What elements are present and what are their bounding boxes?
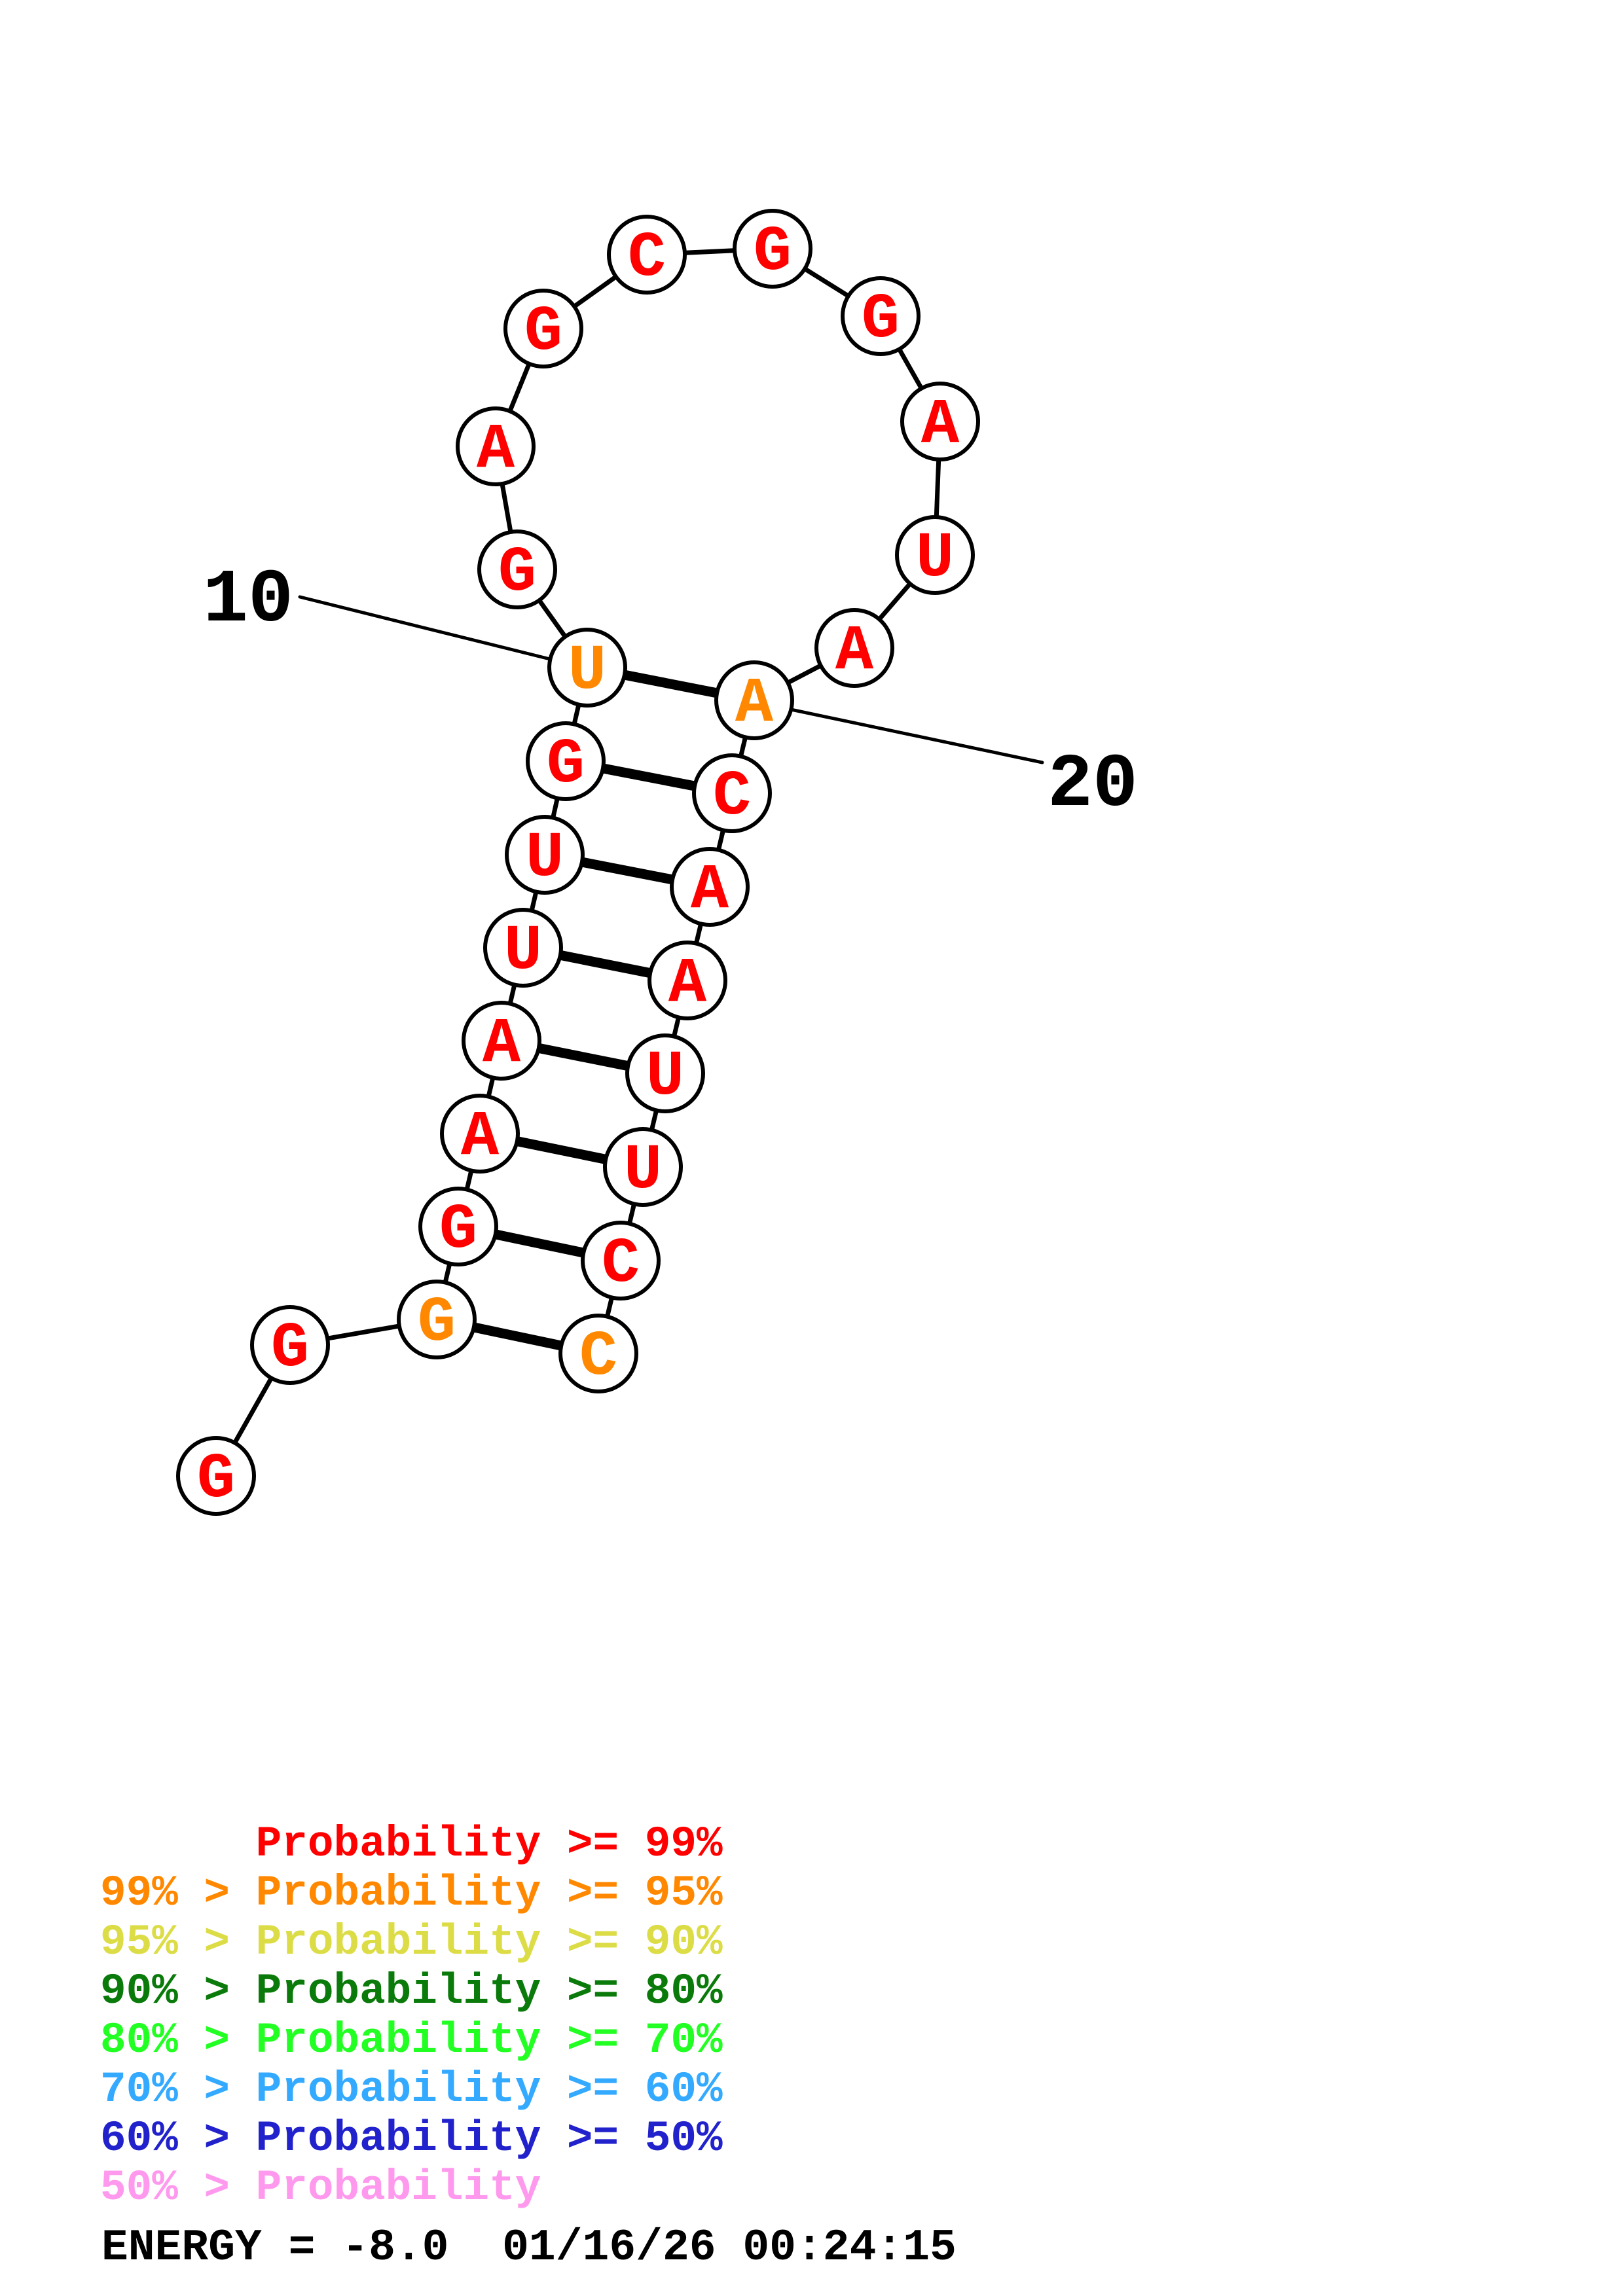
nucleotide-circle xyxy=(418,1187,498,1266)
nucleotide-circle xyxy=(526,721,606,801)
nucleotide-letter-A: A xyxy=(461,1102,500,1174)
energy-timestamp-line: ENERGY = -8.0 01/16/26 00:24:15 xyxy=(101,2223,957,2273)
nucleotide-letter-A: A xyxy=(483,1009,521,1081)
nucleotide-circle xyxy=(625,1033,705,1113)
nucleotide-circle xyxy=(841,276,921,356)
nucleotide-circle xyxy=(558,1314,638,1393)
nucleotide-circle xyxy=(250,1305,330,1385)
nucleotide-letter-C: C xyxy=(628,223,666,295)
nucleotide-circle xyxy=(397,1280,477,1359)
nucleotide-letter-U: U xyxy=(504,916,542,988)
nucleotide-circle xyxy=(547,628,627,708)
nucleotide-letter-G: G xyxy=(524,296,562,368)
nucleotide-letter-G: G xyxy=(754,217,792,289)
nucleotide-letter-U: U xyxy=(916,523,954,595)
nucleotide-letter-G: G xyxy=(439,1194,477,1266)
position-label-20: 20 xyxy=(1048,742,1138,828)
nucleotide-letter-G: G xyxy=(547,729,585,801)
nucleotide-circle xyxy=(733,209,812,289)
legend-row-95: 99% > Probability >= 95% xyxy=(100,1869,723,1918)
legend-row-80: 90% > Probability >= 80% xyxy=(100,1967,723,2016)
nucleotide-letter-A: A xyxy=(668,948,707,1020)
nucleotide-letter-A: A xyxy=(735,668,774,740)
position-label-10: 10 xyxy=(203,558,293,643)
nucleotide-letter-G: G xyxy=(862,284,900,356)
nucleotide-letter-A: A xyxy=(835,616,874,688)
nucleotide-letter-U: U xyxy=(646,1041,684,1113)
nucleotide-letter-U: U xyxy=(526,823,564,895)
legend-row-70: 80% > Probability >= 70% xyxy=(100,2016,723,2065)
nucleotide-letter-G: G xyxy=(498,537,536,609)
nucleotide-letter-C: C xyxy=(602,1229,640,1300)
nucleotide-letter-A: A xyxy=(691,855,729,927)
nucleotide-circle xyxy=(503,289,583,368)
label-10-leader-line xyxy=(298,595,552,661)
nucleotide-circle xyxy=(670,847,750,927)
nucleotide-circle xyxy=(462,1001,541,1081)
nucleotide-circle xyxy=(477,529,557,609)
label-20-leader-line xyxy=(789,708,1044,764)
nucleotide-circle xyxy=(692,753,772,833)
nucleotide-letter-A: A xyxy=(477,414,515,486)
nucleotide-letter-C: C xyxy=(713,761,751,833)
nucleotide-circle xyxy=(505,815,585,895)
nucleotide-letter-U: U xyxy=(624,1135,662,1207)
nucleotide-circle xyxy=(176,1436,256,1516)
nucleotide-circle xyxy=(895,515,975,595)
nucleotide-circle xyxy=(607,215,687,295)
nucleotide-letter-C: C xyxy=(579,1321,617,1393)
legend-row-90: 95% > Probability >= 90% xyxy=(100,1918,723,1967)
nucleotide-circle xyxy=(483,908,563,988)
nucleotide-circle xyxy=(814,608,894,688)
probability-legend: Probability >= 99% 99% > Probability >= … xyxy=(100,1820,723,2212)
nucleotide-letter-G: G xyxy=(197,1444,235,1516)
legend-row-60: 70% > Probability >= 60% xyxy=(100,2065,723,2114)
nucleotide-letter-G: G xyxy=(418,1287,456,1359)
legend-row-50: 60% > Probability >= 50% xyxy=(100,2114,723,2163)
nucleotide-circle xyxy=(603,1127,683,1207)
nucleotide-letter-A: A xyxy=(921,389,960,461)
legend-row-99: Probability >= 99% xyxy=(100,1820,723,1869)
nucleotide-letter-G: G xyxy=(271,1313,309,1385)
nucleotide-circle xyxy=(581,1221,661,1300)
nucleotide-circle xyxy=(456,406,536,486)
nucleotide-circle xyxy=(440,1094,520,1174)
nucleotide-circle xyxy=(647,941,727,1020)
nucleotide-circle xyxy=(900,382,980,461)
legend-row-below-50: 50% > Probability xyxy=(100,2163,541,2212)
nucleotide-circle xyxy=(714,660,794,740)
nucleotide-letter-U: U xyxy=(568,636,606,708)
